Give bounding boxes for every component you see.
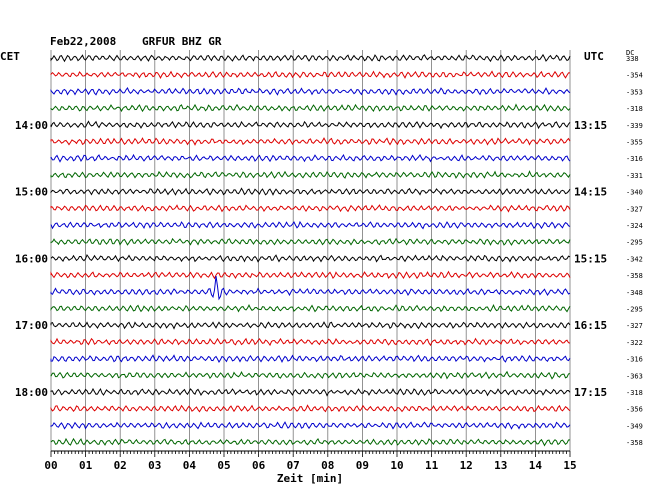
dc-label: DC <box>626 49 634 57</box>
dc-value: -340 <box>626 189 643 197</box>
trace-line <box>50 303 571 313</box>
x-tick-label: 10 <box>390 459 403 472</box>
trace-line <box>50 237 571 246</box>
utc-label: UTC <box>584 50 604 63</box>
trace-line <box>50 220 571 230</box>
trace-line <box>50 137 571 146</box>
station-label: GRFUR BHZ GR <box>142 35 222 48</box>
labels: 338 -354 -353 -318 -339 -355 -316 -331 -340 -327 -… <box>15 55 643 447</box>
x-tick-label: 13 <box>494 459 507 472</box>
x-tick-label: 15 <box>563 459 576 472</box>
cet-hour-label: 16:00 <box>15 252 48 265</box>
dc-value: -354 <box>626 72 643 80</box>
cet-label: CET <box>0 50 20 63</box>
cet-hour-label: 18:00 <box>15 386 48 399</box>
dc-value: -342 <box>626 255 643 263</box>
trace-line <box>50 87 571 96</box>
trace-line <box>50 437 571 447</box>
trace-line <box>50 120 571 130</box>
cet-hour-label: 15:00 <box>15 186 48 199</box>
utc-hour-label: 15:15 <box>574 252 607 265</box>
dc-value: -327 <box>626 205 643 213</box>
cet-hour-label: 14:00 <box>15 119 48 132</box>
dc-value: -295 <box>626 306 643 314</box>
dc-value: -327 <box>626 322 643 330</box>
dc-value: -318 <box>626 389 643 397</box>
trace-line <box>50 370 571 380</box>
x-tick-label: 07 <box>287 459 300 472</box>
dc-value: 338 <box>626 55 639 63</box>
dc-value: -331 <box>626 172 643 180</box>
utc-hour-label: 16:15 <box>574 319 607 332</box>
traces <box>50 53 571 447</box>
x-tick-label: 12 <box>460 459 473 472</box>
x-tick-label: 01 <box>79 459 93 472</box>
grid <box>50 50 571 451</box>
x-tick-label: 00 <box>44 459 57 472</box>
trace-line <box>50 337 571 347</box>
trace-line <box>50 253 571 263</box>
trace-line <box>50 70 570 80</box>
utc-hour-label: 13:15 <box>574 119 607 132</box>
x-axis: 00 01 02 03 04 05 06 07 08 09 10 11 12 13 14 15 <box>44 450 577 472</box>
trace-line <box>50 103 571 113</box>
dc-value: -348 <box>626 289 643 297</box>
x-tick-label: 02 <box>114 459 127 472</box>
dc-value: -353 <box>626 88 643 96</box>
x-tick-label: 03 <box>148 459 161 472</box>
trace-line <box>50 404 571 413</box>
dc-value: -355 <box>626 139 643 147</box>
x-tick-label: 04 <box>183 459 197 472</box>
x-axis-label: Zeit [min] <box>277 472 343 485</box>
trace-line <box>50 53 571 63</box>
trace-line <box>50 354 571 364</box>
x-tick-label: 09 <box>356 459 369 472</box>
trace-line <box>50 204 571 213</box>
trace-line <box>50 153 571 163</box>
dc-value: -316 <box>626 356 643 364</box>
trace-line <box>50 187 571 196</box>
trace-line <box>50 270 571 280</box>
x-tick-label: 14 <box>529 459 543 472</box>
utc-hour-label: 14:15 <box>574 186 607 199</box>
dc-value: -358 <box>626 439 643 447</box>
x-tick-label: 06 <box>252 459 266 472</box>
trace-line <box>50 170 571 179</box>
utc-hour-label: 17:15 <box>574 386 607 399</box>
dc-value: -349 <box>626 422 643 430</box>
trace-line <box>50 387 571 397</box>
dc-value: -316 <box>626 155 643 163</box>
x-tick-label: 11 <box>425 459 439 472</box>
dc-value: -295 <box>626 239 643 247</box>
dc-value: -322 <box>626 339 643 347</box>
cet-hour-label: 17:00 <box>15 319 48 332</box>
dc-value: -363 <box>626 372 643 380</box>
trace-line <box>50 421 571 430</box>
x-tick-label: 05 <box>217 459 230 472</box>
trace-line <box>50 276 571 301</box>
dc-value: -318 <box>626 105 643 113</box>
date-label: Feb22,2008 <box>50 35 116 48</box>
dc-value: -356 <box>626 406 643 414</box>
x-tick-label: 08 <box>321 459 334 472</box>
dc-value: -358 <box>626 272 643 280</box>
dc-value: -339 <box>626 122 643 130</box>
dc-value: -324 <box>626 222 643 230</box>
trace-line <box>50 321 571 330</box>
